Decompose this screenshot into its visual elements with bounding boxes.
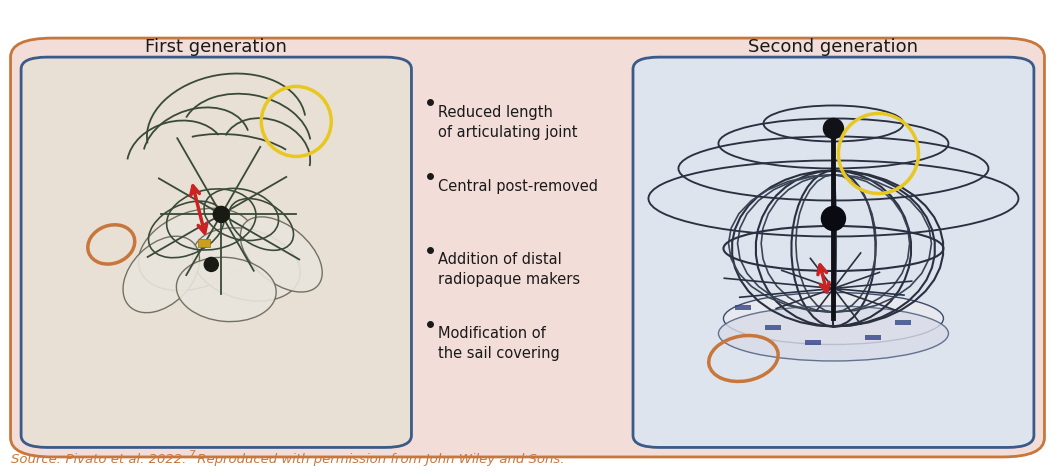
FancyBboxPatch shape	[633, 57, 1034, 447]
Circle shape	[822, 207, 845, 230]
Text: Reduced length
of articulating joint: Reduced length of articulating joint	[438, 105, 577, 139]
FancyBboxPatch shape	[11, 38, 1044, 457]
Bar	[805, 340, 822, 346]
Text: First generation: First generation	[146, 38, 287, 56]
Ellipse shape	[138, 208, 254, 291]
Text: Source: Pivato et al. 2022.: Source: Pivato et al. 2022.	[11, 453, 186, 466]
Ellipse shape	[718, 306, 948, 361]
Text: 7: 7	[188, 450, 194, 460]
Text: Second generation: Second generation	[748, 38, 919, 56]
Circle shape	[213, 207, 229, 222]
Ellipse shape	[724, 292, 943, 345]
FancyBboxPatch shape	[21, 57, 411, 447]
Circle shape	[205, 258, 218, 271]
Text: Addition of distal
radiopaque makers: Addition of distal radiopaque makers	[438, 252, 580, 287]
Ellipse shape	[176, 257, 276, 322]
Text: Central post-removed: Central post-removed	[438, 178, 598, 194]
Circle shape	[824, 119, 843, 139]
Text: Reproduced with permission from John Wiley and Sons.: Reproduced with permission from John Wil…	[193, 453, 564, 466]
Bar	[735, 306, 751, 310]
Ellipse shape	[192, 228, 301, 301]
Bar	[766, 326, 782, 330]
Bar	[865, 336, 881, 340]
Text: Modification of
the sail covering: Modification of the sail covering	[438, 326, 559, 361]
Bar	[198, 239, 210, 248]
Ellipse shape	[241, 217, 322, 292]
Ellipse shape	[123, 236, 199, 313]
Bar	[896, 320, 912, 326]
